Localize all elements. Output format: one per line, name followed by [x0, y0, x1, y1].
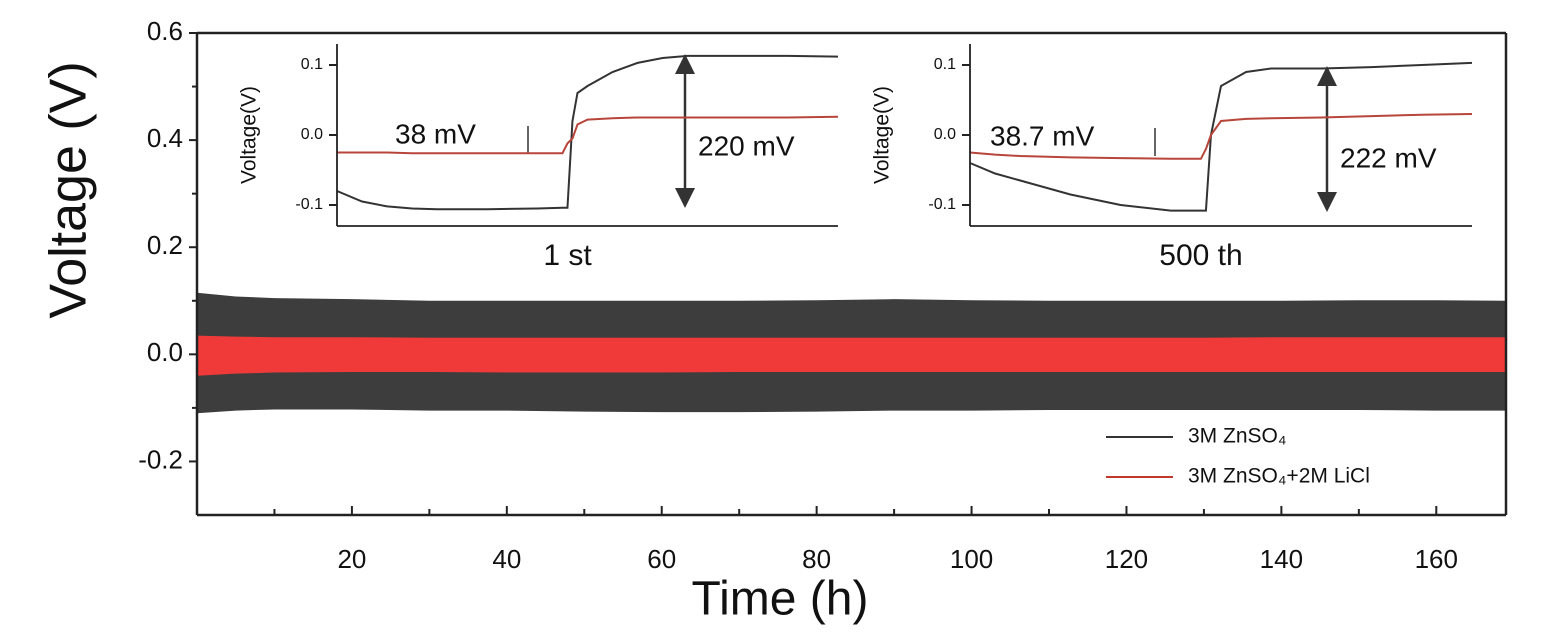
annotation: 38.7 mV	[990, 120, 1095, 151]
legend-label: 3M ZnSO₄+2M LiCl	[1188, 465, 1370, 488]
y-axis-label: Voltage(V)	[871, 86, 894, 184]
annotation: 222 mV	[1340, 142, 1437, 173]
line	[336, 54, 839, 211]
x-tick-label: 120	[1105, 544, 1148, 574]
x-tick-label: 140	[1260, 544, 1303, 574]
annotation: 38 mV	[395, 118, 476, 149]
x-tick-label: 100	[950, 544, 993, 574]
line	[969, 61, 1473, 212]
y-axis-label: Voltage(V)	[238, 86, 261, 184]
y-tick-label: -0.1	[928, 196, 956, 213]
y-tick-label: 0.4	[147, 123, 183, 153]
x-axis-label: 500 th	[1159, 239, 1242, 272]
legend-label: 3M ZnSO₄	[1188, 425, 1286, 448]
y-tick-label: -0.1	[295, 196, 323, 213]
annotation: 220 mV	[698, 130, 795, 161]
y-tick-label: 0.0	[934, 126, 956, 143]
band	[197, 335, 1506, 376]
x-axis-label: 1 st	[543, 239, 592, 272]
y-tick-label: 0.6	[147, 16, 183, 46]
y-tick-label: 0.0	[301, 126, 323, 143]
x-tick-label: 160	[1415, 544, 1458, 574]
x-tick-label: 80	[802, 544, 831, 574]
x-axis-label: Time (h)	[692, 573, 869, 626]
y-axis-label: Voltage (V)	[40, 61, 98, 318]
line	[969, 113, 1473, 160]
y-tick-label: 0.1	[301, 56, 323, 73]
x-tick-label: 20	[337, 544, 366, 574]
y-tick-label: 0.1	[934, 56, 956, 73]
x-tick-label: 40	[492, 544, 521, 574]
y-tick-label: 0.2	[147, 230, 183, 260]
y-tick-label: 0.0	[147, 337, 183, 367]
x-tick-label: 60	[647, 544, 676, 574]
line	[337, 115, 839, 155]
y-tick-label: -0.2	[138, 444, 183, 474]
